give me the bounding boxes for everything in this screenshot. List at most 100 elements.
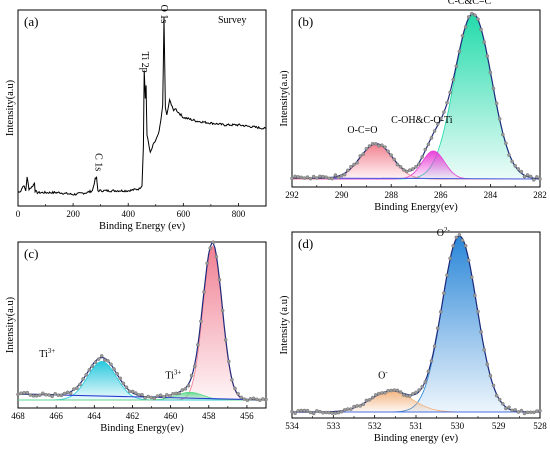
data-point: [342, 408, 347, 412]
data-point: [248, 397, 253, 401]
data-point: [258, 398, 262, 402]
data-point: [109, 362, 113, 367]
panel-label: (c): [24, 246, 38, 261]
data-point: [423, 147, 428, 152]
data-point: [186, 384, 191, 388]
data-point: [236, 391, 240, 396]
data-point: [432, 344, 437, 348]
data-point: [75, 386, 79, 390]
data-point: [302, 408, 307, 413]
data-point: [290, 409, 294, 414]
x-tick-label: 531: [409, 421, 423, 431]
data-point: [485, 362, 490, 367]
data-point: [457, 233, 462, 237]
survey-line: [17, 17, 267, 196]
data-point: [137, 393, 141, 397]
data-point: [293, 411, 297, 416]
data-point: [158, 393, 163, 397]
x-tick-label: 290: [335, 190, 349, 200]
peak-annotation: O 1s: [158, 5, 169, 24]
data-point: [352, 162, 356, 167]
data-point: [183, 387, 188, 391]
data-point: [392, 157, 397, 162]
y-axis-label: Intensity (a.u): [279, 295, 290, 354]
data-point: [333, 173, 338, 177]
x-tick-label: 200: [66, 209, 80, 219]
component-fill: [292, 151, 540, 179]
data-point: [140, 392, 144, 397]
data-point: [254, 397, 259, 402]
data-point: [417, 388, 421, 392]
data-point: [404, 394, 409, 398]
data-point: [296, 175, 300, 179]
x-axis-label: Binding Energy(ev): [374, 202, 458, 213]
data-point: [327, 176, 331, 181]
x-axis-label: Binding energy (ev): [374, 433, 459, 444]
data-point: [513, 408, 517, 412]
data-point: [90, 364, 95, 368]
data-point: [72, 387, 76, 391]
x-tick-label: 466: [49, 411, 63, 421]
x-tick-label: 462: [126, 411, 140, 421]
data-point: [227, 359, 231, 364]
x-tick-label: 528: [533, 421, 547, 431]
data-point: [417, 162, 421, 166]
data-point: [31, 394, 36, 398]
data-point: [315, 409, 319, 413]
data-point: [479, 330, 483, 334]
data-point: [124, 385, 129, 389]
data-point: [118, 376, 123, 381]
data-point: [457, 49, 462, 54]
x-tick-label: 800: [232, 209, 246, 219]
data-point: [420, 384, 424, 389]
data-point: [318, 174, 322, 179]
data-point: [532, 410, 536, 415]
data-point: [516, 167, 521, 171]
data-point: [535, 409, 539, 413]
data-point: [401, 393, 406, 397]
data-point: [380, 143, 384, 147]
data-point: [251, 396, 256, 401]
data-point: [370, 395, 375, 400]
legend-survey: Survey: [218, 15, 246, 26]
annotation-superscript: -: [385, 369, 388, 377]
component-fill: [292, 144, 540, 179]
annotation-superscript: 3+: [48, 347, 56, 355]
component-fill: [292, 390, 540, 412]
peak-annotation: C 1s: [93, 153, 104, 171]
data-point: [56, 393, 61, 397]
data-point: [528, 410, 533, 415]
data-point: [491, 383, 496, 388]
x-tick-label: 400: [121, 209, 135, 219]
data-point: [330, 176, 335, 181]
data-point: [315, 176, 319, 180]
data-point: [411, 392, 415, 396]
data-point: [336, 175, 341, 180]
data-point: [25, 390, 30, 395]
data-point: [211, 240, 216, 244]
x-tick-label: 464: [88, 411, 102, 421]
data-point: [516, 410, 521, 414]
x-tick-label: 468: [11, 411, 25, 421]
peak-annotation: Ti3+: [39, 347, 55, 360]
data-point: [44, 392, 48, 397]
data-point: [525, 410, 530, 415]
data-point: [519, 169, 524, 174]
data-point: [358, 404, 362, 408]
data-point: [199, 319, 203, 324]
data-point: [245, 398, 250, 403]
data-point: [78, 382, 82, 387]
data-point: [429, 136, 434, 140]
data-point: [189, 373, 194, 378]
component-line: [292, 235, 540, 413]
data-point: [408, 168, 412, 172]
data-point: [460, 34, 465, 38]
data-point: [401, 168, 406, 172]
component-fill: [292, 14, 540, 179]
x-tick-label: 0: [16, 209, 21, 219]
x-tick-label: 600: [177, 209, 191, 219]
panel-d: 534 533 532 531 530 529 528 Binding energy (ev)…: [279, 226, 547, 444]
data-point: [522, 174, 527, 179]
data-point: [339, 409, 344, 414]
